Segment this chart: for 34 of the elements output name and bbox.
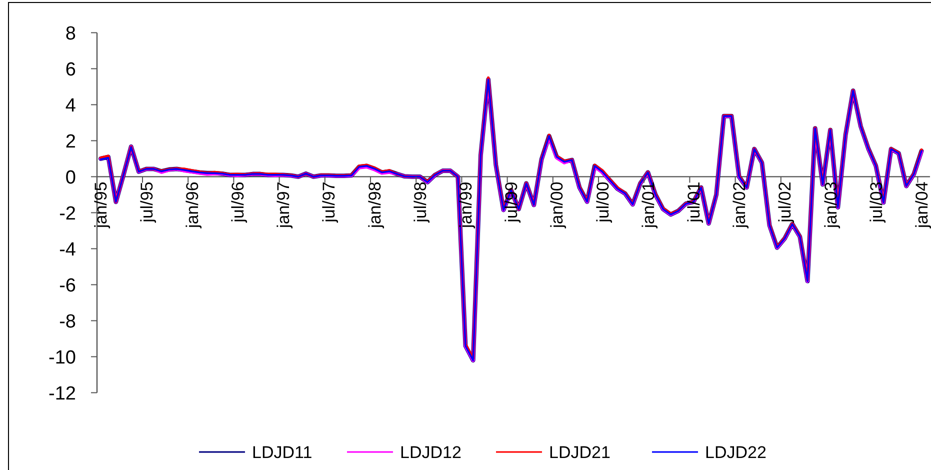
y-tick-label: -10: [48, 347, 76, 368]
legend-label: LDJD11: [252, 442, 312, 462]
y-tick-label: -2: [59, 203, 76, 224]
x-tick-label: jul/00: [593, 182, 612, 224]
x-tick-label: jul/01: [684, 182, 704, 224]
x-tick-label: jul/02: [776, 182, 795, 224]
y-tick-label: -6: [59, 275, 76, 296]
x-tick-label: jan/99: [456, 182, 476, 230]
x-tick-label: jan/04: [912, 182, 931, 230]
x-tick-label: jul/99: [502, 182, 522, 224]
y-tick-label: 6: [65, 59, 76, 80]
x-tick-label: jul/03: [866, 182, 886, 224]
x-tick-label: jan/98: [365, 182, 384, 230]
y-tick-label: 2: [65, 131, 76, 152]
legend-label: LDJD21: [549, 442, 610, 462]
x-tick-label: jul/98: [410, 182, 430, 224]
y-tick-label: 0: [65, 167, 76, 188]
y-tick-label: -8: [59, 311, 76, 332]
legend-label: LDJD22: [705, 442, 766, 462]
x-tick-label: jan/03: [821, 182, 840, 230]
legend-label: LDJD12: [400, 442, 462, 462]
x-tick-label: jan/95: [92, 182, 111, 230]
y-tick-label: -12: [48, 383, 76, 404]
x-tick-label: jan/01: [638, 182, 658, 230]
y-tick-label: -4: [59, 239, 76, 260]
y-tick-label: 4: [65, 95, 76, 116]
x-tick-label: jul/95: [137, 182, 156, 224]
x-tick-label: jan/00: [548, 182, 567, 230]
x-tick-label: jan/97: [274, 182, 294, 230]
x-tick-label: jul/96: [228, 182, 248, 224]
x-tick-label: jan/96: [182, 182, 202, 230]
x-tick-label: jan/02: [730, 182, 750, 230]
y-tick-label: 8: [65, 23, 76, 44]
x-tick-label: jul/97: [320, 182, 339, 224]
